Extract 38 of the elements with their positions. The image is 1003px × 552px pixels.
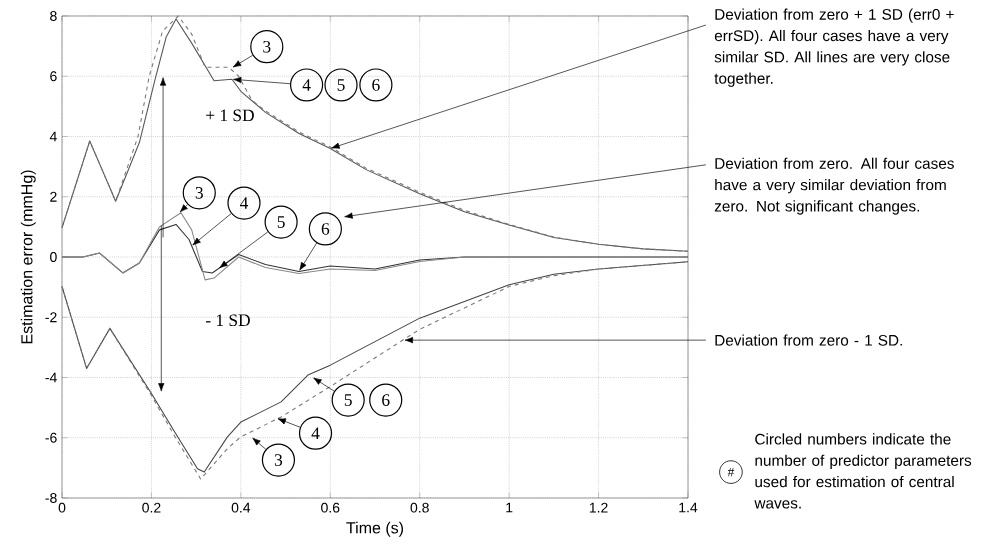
annotation: 3 — [274, 454, 283, 466]
y-tick-label: 4 — [49, 131, 57, 142]
y-tick-label: -6 — [45, 432, 57, 443]
annotation: 3 — [195, 187, 203, 199]
y-tick-label: 0 — [50, 252, 57, 262]
annotation: 4 — [311, 427, 320, 439]
x-tick-label: 0.2 — [142, 502, 161, 513]
x-tick-label: 1.4 — [679, 502, 698, 513]
x-tick-label: 0.4 — [231, 502, 251, 513]
x-tick-label: 0 — [58, 502, 66, 513]
annotation: 6 — [321, 223, 330, 235]
y-tick-label: -8 — [45, 493, 57, 503]
text: Circled numbers indicate the number of predictor parameters used for estimation of central waves. — [754, 433, 972, 509]
y-tick-label: 8 — [50, 11, 57, 21]
annotation: 5 — [337, 79, 345, 91]
x-tick-label: 1 — [506, 502, 513, 513]
y-tick-label: -4 — [45, 372, 57, 383]
y-tick-label: -2 — [45, 312, 57, 323]
text: # — [727, 467, 735, 477]
x-axis-title: Time (s) — [346, 521, 404, 537]
annotation: 4 — [240, 197, 249, 209]
x-tick-label: 0.8 — [410, 502, 429, 513]
annotation: - 1 SD — [205, 314, 250, 327]
y-tick-label: 6 — [50, 71, 57, 82]
x-tick-label: 1.2 — [589, 502, 608, 513]
annotation: 5 — [344, 394, 352, 406]
annotation: 5 — [277, 216, 285, 228]
annotation: 6 — [382, 394, 390, 406]
annotation: + 1 SD — [206, 109, 254, 122]
annotation: 4 — [302, 79, 311, 91]
annotation: 3 — [263, 40, 271, 53]
x-tick-label: 0.6 — [321, 502, 340, 513]
annotation: Deviation from zero - 1 SD. — [715, 334, 902, 346]
text: Deviation from zero. All four cases have a very similar deviation from zero. Not significant changes. — [714, 157, 954, 215]
y-tick-label: 2 — [50, 191, 57, 202]
y-axis-title: Estimation error (mmHg) — [20, 170, 36, 344]
annotation: Deviation from zero + 1 SD (err0 + errSD). All four cases have a very similar SD. All lines are very close together. — [714, 8, 954, 87]
annotation: 6 — [372, 79, 380, 91]
